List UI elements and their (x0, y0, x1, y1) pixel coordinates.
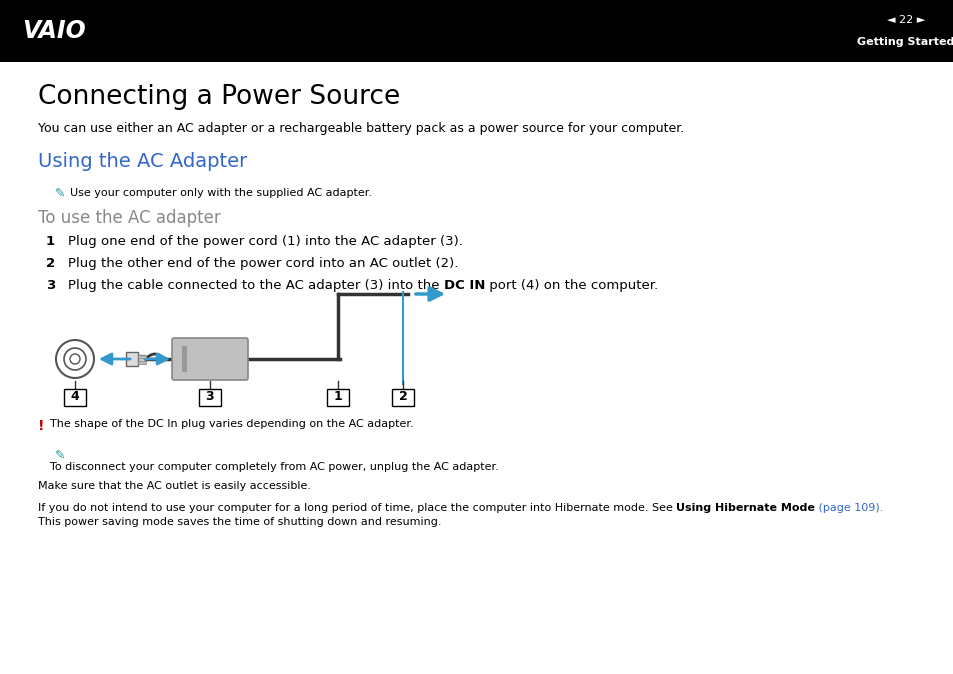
Text: 3: 3 (206, 390, 214, 404)
Text: The shape of the DC In plug varies depending on the AC adapter.: The shape of the DC In plug varies depen… (50, 419, 414, 429)
Text: 4: 4 (71, 390, 79, 404)
Text: 2: 2 (46, 257, 55, 270)
Text: If you do not intend to use your computer for a long period of time, place the c: If you do not intend to use your compute… (38, 503, 676, 513)
Text: Plug the other end of the power cord into an AC outlet (2).: Plug the other end of the power cord int… (68, 257, 457, 270)
Text: To disconnect your computer completely from AC power, unplug the AC adapter.: To disconnect your computer completely f… (50, 462, 498, 472)
Bar (126, 352, 138, 366)
Text: (page 109).: (page 109). (815, 503, 882, 513)
Bar (0, 0, 953, 62)
Text: 1: 1 (46, 235, 55, 248)
Text: Plug the cable connected to the AC adapter (3) into the: Plug the cable connected to the AC adapt… (68, 279, 443, 292)
Text: port (4) on the computer.: port (4) on the computer. (485, 279, 658, 292)
Bar (132, 355, 145, 363)
Text: 2: 2 (398, 390, 407, 404)
Text: Plug one end of the power cord (1) into the AC adapter (3).: Plug one end of the power cord (1) into … (68, 235, 462, 248)
Text: ✎: ✎ (55, 187, 66, 200)
Text: DC IN: DC IN (443, 279, 485, 292)
Text: Make sure that the AC outlet is easily accessible.: Make sure that the AC outlet is easily a… (38, 481, 311, 491)
Text: ✎: ✎ (55, 449, 66, 462)
Bar (138, 355, 146, 357)
Bar (182, 346, 187, 372)
Bar (64, 388, 86, 406)
Bar (327, 388, 349, 406)
Text: Getting Started: Getting Started (857, 37, 953, 47)
Text: 3: 3 (46, 279, 55, 292)
FancyBboxPatch shape (172, 338, 248, 380)
Text: You can use either an AC adapter or a rechargeable battery pack as a power sourc: You can use either an AC adapter or a re… (38, 122, 683, 135)
Text: Using Hibernate Mode: Using Hibernate Mode (676, 503, 815, 513)
Text: To use the AC adapter: To use the AC adapter (38, 209, 220, 227)
Bar (392, 388, 414, 406)
Text: Using the AC Adapter: Using the AC Adapter (38, 152, 247, 171)
Text: ◄ 22 ►: ◄ 22 ► (886, 15, 924, 25)
Text: Connecting a Power Source: Connecting a Power Source (38, 84, 400, 110)
Text: !: ! (38, 419, 45, 433)
Bar (138, 361, 146, 363)
Text: This power saving mode saves the time of shutting down and resuming.: This power saving mode saves the time of… (38, 517, 441, 527)
Text: 1: 1 (334, 390, 342, 404)
Bar (199, 388, 221, 406)
Text: Use your computer only with the supplied AC adapter.: Use your computer only with the supplied… (70, 188, 372, 198)
Text: VAIO: VAIO (22, 19, 86, 43)
